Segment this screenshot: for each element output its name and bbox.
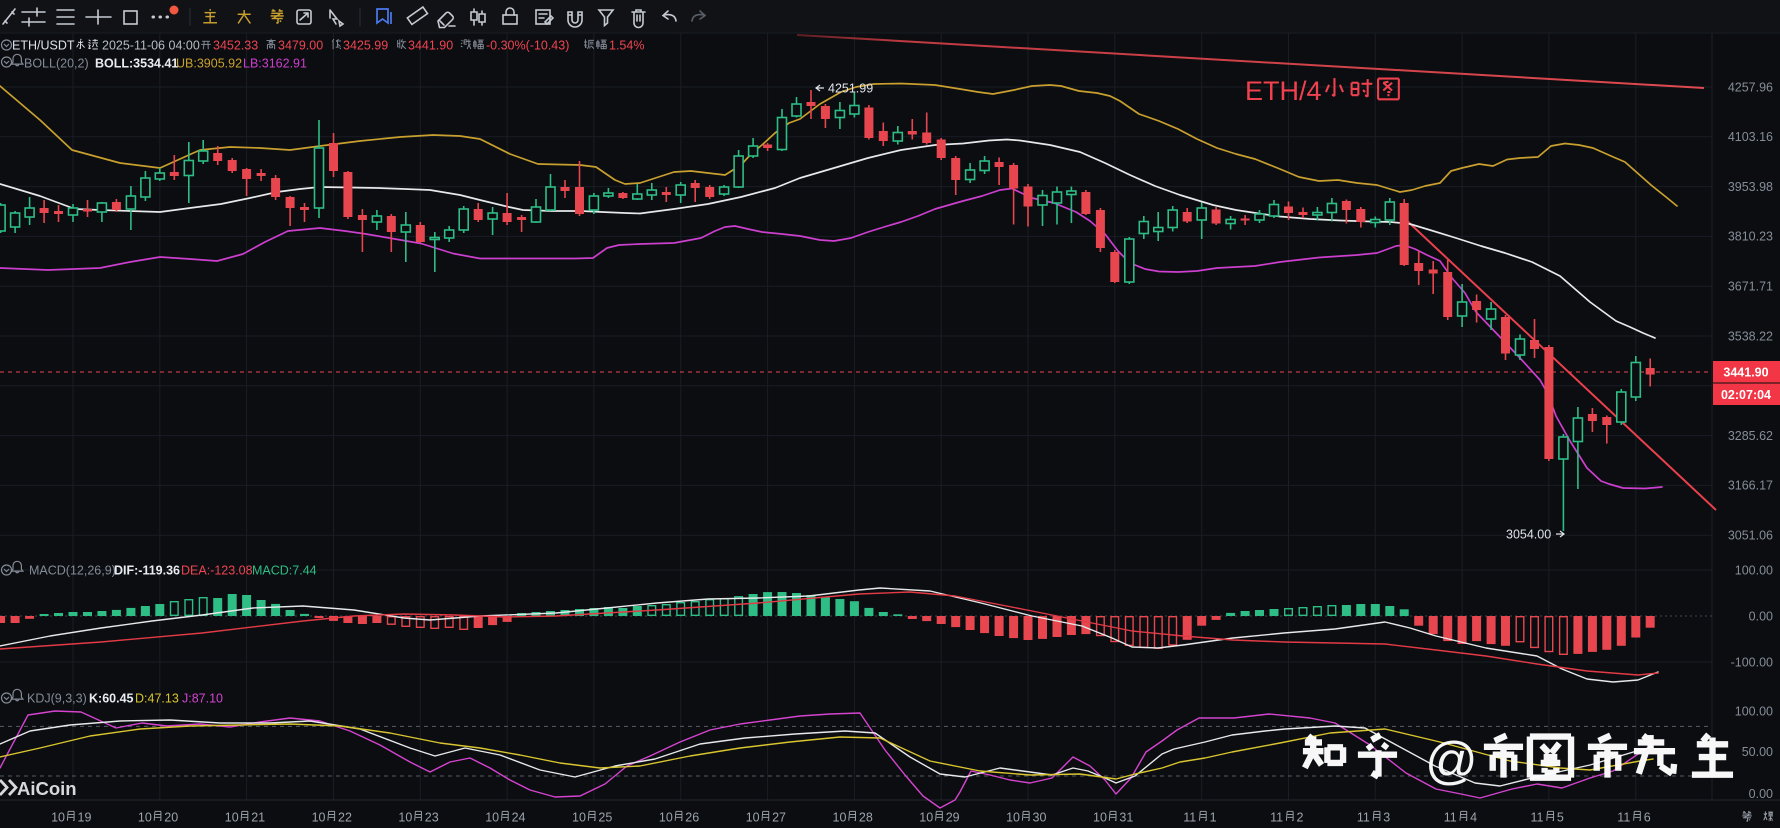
svg-text:1: 1 [1210,811,1217,825]
svg-text:10: 10 [312,811,326,825]
svg-text:4: 4 [1470,811,1477,825]
svg-text:19: 19 [78,811,92,825]
svg-text:30: 30 [1033,811,1047,825]
svg-text:1.54%: 1.54% [609,39,644,53]
svg-text:11: 11 [1444,811,1457,825]
svg-text:ETH/4: ETH/4 [1245,76,1322,106]
svg-text:10: 10 [225,811,239,825]
svg-text:10: 10 [833,811,847,825]
svg-text:21: 21 [251,811,265,825]
svg-text:31: 31 [1119,811,1133,825]
svg-text:3441.90: 3441.90 [408,39,453,53]
svg-text:AiCoin: AiCoin [17,778,77,799]
svg-text:3051.06: 3051.06 [1728,529,1773,543]
svg-text:10: 10 [572,811,586,825]
svg-text:3425.99: 3425.99 [343,39,388,53]
svg-text:10: 10 [398,811,412,825]
svg-text:5: 5 [1557,811,1564,825]
svg-text:10: 10 [138,811,152,825]
svg-text:3671.71: 3671.71 [1728,280,1773,294]
svg-text:DIF:-119.36: DIF:-119.36 [114,564,180,578]
svg-text:-100.00: -100.00 [1731,655,1773,669]
svg-text:4257.96: 4257.96 [1728,80,1773,94]
svg-text:KDJ(9,3,3): KDJ(9,3,3) [27,692,87,706]
svg-text:100.00: 100.00 [1735,563,1773,577]
svg-text:10: 10 [1093,811,1107,825]
svg-text:11: 11 [1531,811,1544,825]
svg-text:BOLL:3534.41: BOLL:3534.41 [95,57,178,71]
svg-text:28: 28 [859,811,873,825]
svg-text:3441.90: 3441.90 [1723,366,1768,380]
svg-text:3: 3 [1383,811,1390,825]
svg-text:3054.00: 3054.00 [1506,527,1551,541]
svg-text:LB:3162.91: LB:3162.91 [243,57,307,71]
svg-text:02:07:04: 02:07:04 [1721,388,1771,402]
svg-text:@: @ [1425,732,1478,790]
svg-text:MACD(12,26,9): MACD(12,26,9) [29,564,116,578]
svg-text:0.00: 0.00 [1749,609,1773,623]
svg-text:10: 10 [746,811,760,825]
svg-text:23: 23 [425,811,439,825]
svg-text:25: 25 [598,811,612,825]
svg-text:50.00: 50.00 [1742,745,1773,759]
svg-text:2025-11-06 04:00: 2025-11-06 04:00 [102,39,200,53]
svg-text:ETH/USDT: ETH/USDT [12,39,75,53]
svg-text:2: 2 [1297,811,1304,825]
svg-text:22: 22 [338,811,352,825]
svg-text:10: 10 [659,811,673,825]
svg-text:10: 10 [1006,811,1020,825]
svg-text:11: 11 [1270,811,1283,825]
svg-text:K:60.45: K:60.45 [89,692,134,706]
svg-text:100.00: 100.00 [1735,704,1773,718]
svg-text:11: 11 [1357,811,1370,825]
svg-text:24: 24 [512,811,526,825]
svg-text:3479.00: 3479.00 [278,39,323,53]
svg-text:3166.17: 3166.17 [1728,479,1773,493]
svg-text:26: 26 [685,811,699,825]
svg-text:3538.22: 3538.22 [1728,329,1773,343]
svg-text:10: 10 [919,811,933,825]
svg-text:11: 11 [1617,811,1630,825]
svg-text:4251.99: 4251.99 [828,81,873,95]
svg-text:UB:3905.92: UB:3905.92 [176,57,242,71]
svg-text:BOLL(20,2): BOLL(20,2) [24,57,89,71]
svg-text:6: 6 [1644,811,1651,825]
svg-text:MACD:7.44: MACD:7.44 [252,564,317,578]
svg-text:-0.30%(-10.43): -0.30%(-10.43) [486,39,569,53]
svg-text:29: 29 [946,811,960,825]
svg-text:27: 27 [772,811,786,825]
svg-text:0.00: 0.00 [1749,787,1773,801]
svg-text:10: 10 [51,811,65,825]
svg-text:DEA:-123.08: DEA:-123.08 [181,564,253,578]
svg-text:3953.98: 3953.98 [1728,180,1773,194]
svg-text:3285.62: 3285.62 [1728,429,1773,443]
svg-text:20: 20 [164,811,178,825]
svg-text:3810.23: 3810.23 [1728,230,1773,244]
svg-text:11: 11 [1183,811,1196,825]
svg-text:10: 10 [485,811,499,825]
svg-text:J:87.10: J:87.10 [182,692,223,706]
svg-text:D:47.13: D:47.13 [135,692,179,706]
svg-text:3452.33: 3452.33 [213,39,258,53]
svg-text:4103.16: 4103.16 [1728,130,1773,144]
